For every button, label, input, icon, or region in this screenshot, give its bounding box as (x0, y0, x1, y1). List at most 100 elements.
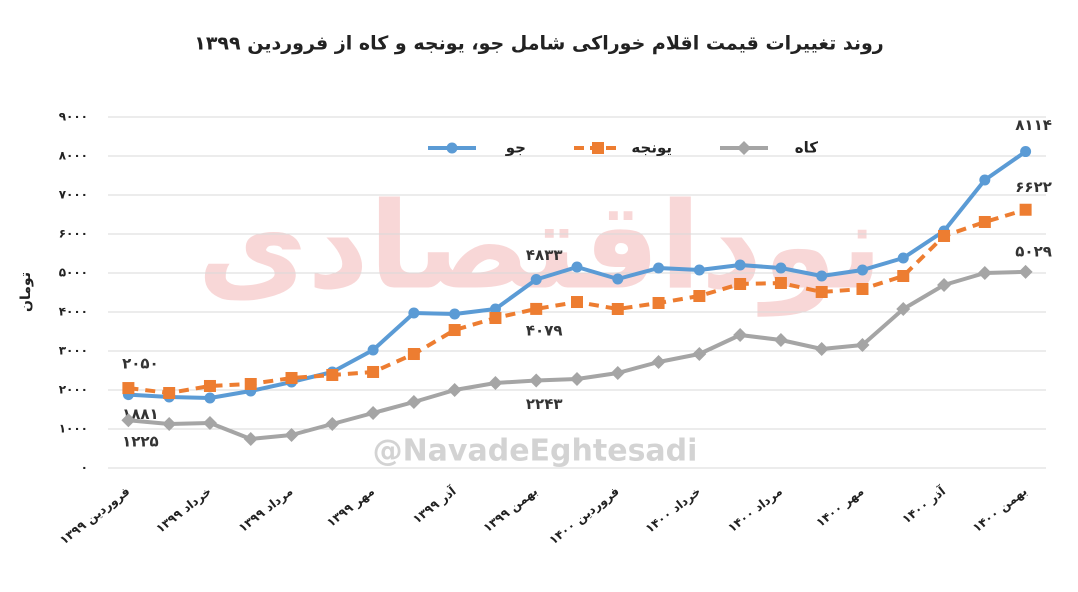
point (897, 270, 910, 283)
point (1018, 264, 1033, 279)
point (610, 365, 625, 380)
x-tick-label: بهمن ۱۴۰۰ (970, 484, 1030, 535)
point (326, 368, 339, 381)
point (571, 296, 583, 309)
data-label: ۲۲۴۳ (526, 395, 563, 413)
data-label: ۴۰۷۹ (526, 321, 563, 339)
point (449, 308, 461, 320)
point (773, 333, 788, 348)
x-tick-label: مهر ۱۴۰۰ (813, 484, 866, 530)
y-tick-label: ۲۰۰۰ (59, 383, 88, 397)
point (814, 342, 829, 357)
x-tick-label: خرداد ۱۴۰۰ (643, 484, 704, 536)
data-label: ۲۰۵۰ (122, 355, 159, 373)
point (202, 415, 217, 430)
point (856, 264, 868, 276)
point (977, 266, 992, 280)
watermark-logo: نوداقتصادی (197, 178, 882, 317)
data-label: ۸۱۱۴ (1015, 116, 1052, 134)
point (816, 270, 828, 282)
point (734, 259, 746, 271)
y-tick-label: ۶۰۰۰ (59, 227, 88, 241)
point (897, 252, 909, 264)
point (163, 387, 176, 400)
y-tick-label: ۵۰۰۰ (59, 266, 88, 280)
point (367, 365, 380, 378)
point (937, 278, 952, 293)
point (243, 431, 258, 446)
watermark-handle: @NavadeEghtesadi (373, 434, 698, 469)
legend-label: جو (505, 139, 526, 157)
point (612, 273, 624, 285)
point (692, 347, 707, 362)
y-tick-label: ۷۰۰۰ (59, 188, 88, 202)
x-tick-label: آذر ۱۳۹۹ (410, 483, 460, 527)
point (570, 372, 584, 387)
x-tick-label: فروردین ۱۳۹۹ (57, 484, 133, 548)
point (366, 406, 381, 421)
y-tick-label: ۳۰۰۰ (59, 344, 88, 358)
legend-label: کاه (795, 139, 818, 157)
point (1019, 203, 1032, 216)
point (733, 328, 748, 343)
x-tick-label: فروردین ۱۴۰۰ (546, 484, 622, 548)
point (285, 371, 298, 384)
point (367, 344, 379, 356)
point (407, 348, 420, 361)
point (488, 376, 503, 391)
legend-marker (592, 142, 604, 154)
point (571, 261, 583, 273)
y-axis-label: تومان (18, 272, 34, 312)
point (122, 382, 135, 395)
legend-label: یونجه (631, 139, 672, 157)
data-label: ۴۸۳۳ (526, 246, 563, 264)
point (489, 303, 501, 315)
chart-title: روند تغییرات قیمت اقلام خوراکی شامل جو، … (194, 33, 884, 55)
y-tick-label: ۹۰۰۰ (59, 110, 88, 124)
point (856, 282, 869, 295)
point (653, 262, 665, 274)
x-tick-label: بهمن ۱۳۹۹ (481, 484, 541, 535)
x-tick-label: مرداد ۱۳۹۹ (236, 484, 296, 535)
legend-marker (737, 141, 751, 155)
point (979, 174, 991, 186)
point (693, 290, 706, 303)
point (284, 428, 299, 443)
point (408, 307, 420, 319)
point (611, 302, 624, 315)
point (530, 302, 543, 315)
point (121, 413, 136, 428)
point (815, 285, 828, 298)
x-tick-label: مرداد ۱۴۰۰ (725, 484, 785, 535)
data-label: ۱۲۲۵ (122, 433, 159, 451)
legend-marker (446, 142, 458, 154)
point (734, 277, 747, 290)
point (652, 296, 665, 309)
y-tick-label: ۸۰۰۰ (59, 149, 88, 163)
point (448, 324, 461, 337)
point (406, 395, 421, 410)
point (855, 337, 870, 352)
x-tick-label: خرداد ۱۳۹۹ (153, 484, 214, 536)
x-tick-label: آذر ۱۴۰۰ (899, 483, 949, 527)
point (775, 262, 787, 274)
point (1020, 146, 1032, 158)
point (530, 274, 542, 286)
point (325, 417, 340, 432)
point (244, 377, 257, 390)
point (651, 354, 666, 369)
point (204, 392, 216, 404)
point (978, 215, 991, 228)
point (162, 417, 177, 432)
y-tick-label: ۴۰۰۰ (59, 305, 88, 319)
point (774, 276, 787, 289)
point (938, 229, 951, 242)
point (693, 264, 705, 276)
point (203, 379, 216, 392)
y-tick-label: ۱۰۰۰ (59, 422, 88, 436)
data-label: ۶۶۲۲ (1015, 178, 1052, 196)
point (896, 301, 911, 316)
y-tick-label: ۰ (81, 461, 88, 475)
point (489, 312, 502, 325)
